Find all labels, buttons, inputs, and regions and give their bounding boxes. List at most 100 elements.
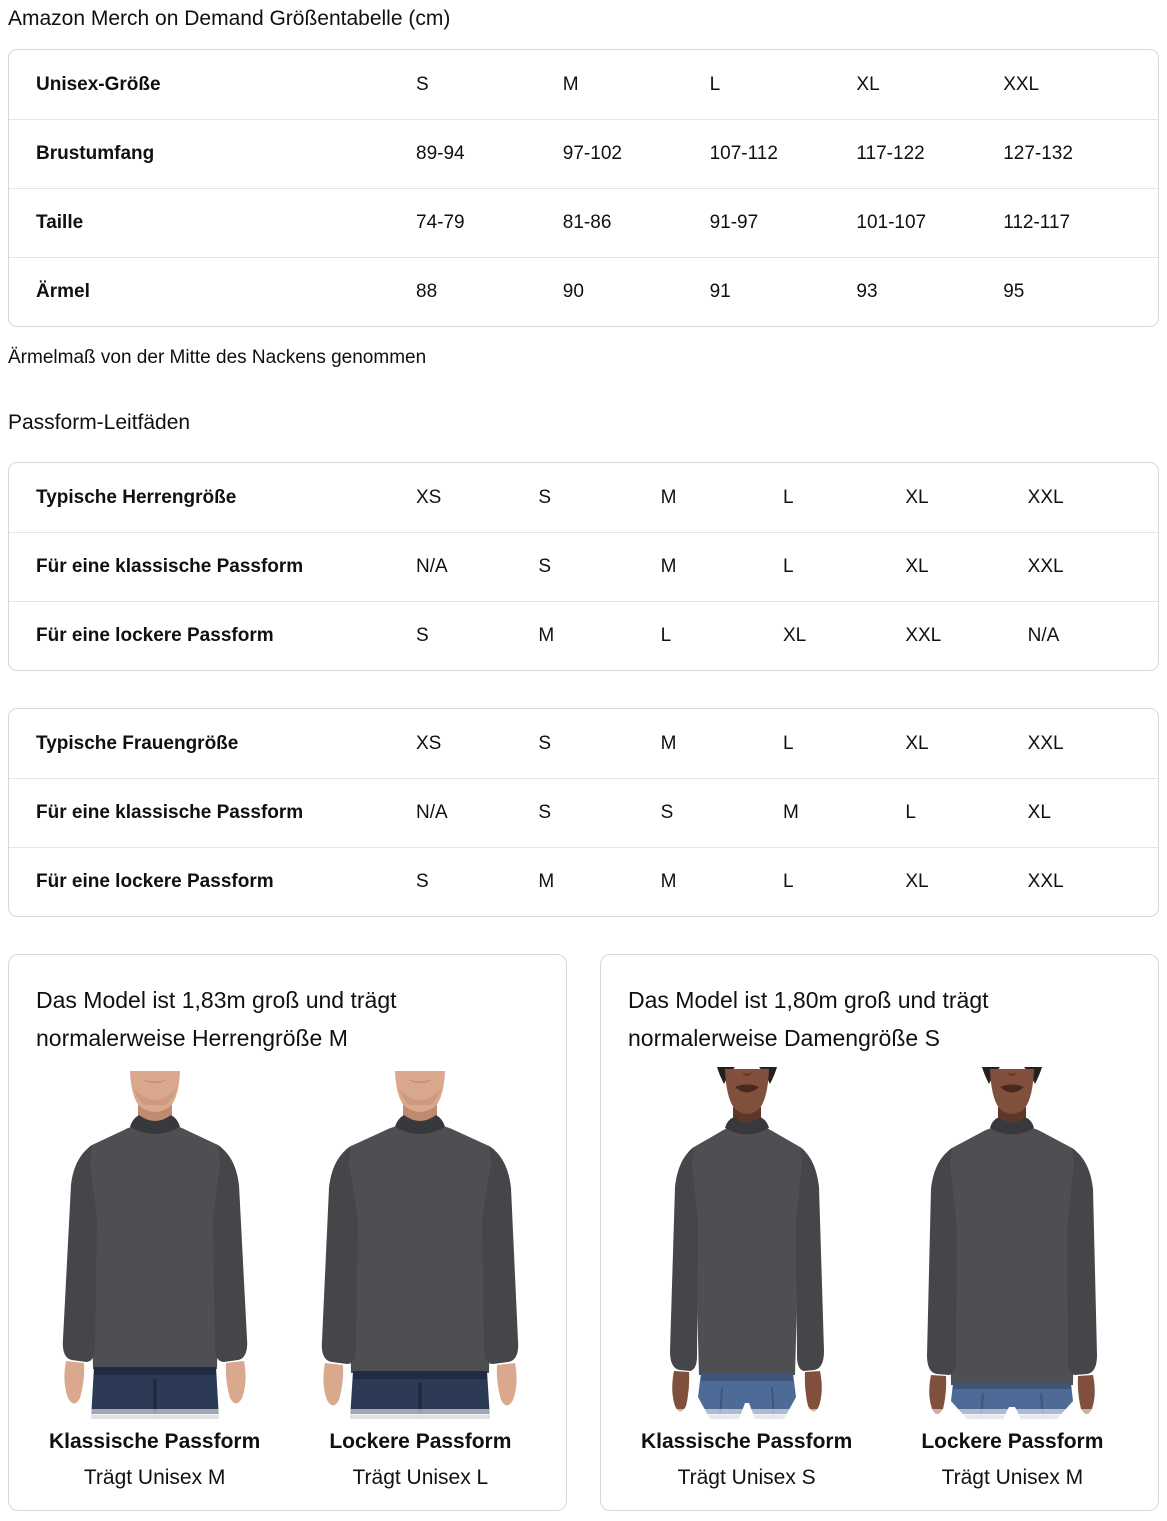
size-cell: L xyxy=(905,802,916,823)
wears-size-label: Trägt Unisex M xyxy=(941,1466,1084,1489)
size-cell: XXL xyxy=(1027,871,1064,892)
measure-cell: 74-79 xyxy=(416,212,465,233)
size-cell: M xyxy=(538,871,555,892)
size-cell: M xyxy=(538,625,555,646)
size-cell: M xyxy=(660,556,677,577)
table-row: Für eine lockere Passform S M L XL XXL N… xyxy=(9,601,1158,670)
measure-cell: 107-112 xyxy=(709,143,778,164)
size-cell: XL xyxy=(783,625,807,646)
measure-cell: 89-94 xyxy=(416,143,465,164)
measure-cell: 81-86 xyxy=(562,212,612,233)
table-row: Unisex-Größe S M L XL XXL xyxy=(9,50,1158,119)
size-cell: L xyxy=(709,73,721,95)
size-cell: S xyxy=(538,802,552,823)
figures-row: Klassische Passform Trägt Unisex S xyxy=(619,1067,1140,1490)
row-label: Brustumfang xyxy=(36,143,155,164)
mens-fit-table: Typische Herrengröße XS S M L XL XXL Für… xyxy=(8,462,1159,671)
size-cell: L xyxy=(783,486,794,508)
measure-cell: 117-122 xyxy=(856,143,925,164)
size-cell: N/A xyxy=(416,556,448,577)
female-model-loose-fit-photo xyxy=(887,1067,1138,1419)
size-cell: M xyxy=(562,73,579,95)
row-label: Für eine klassische Passform xyxy=(36,802,304,823)
fit-guides-heading: Passform-Leitfäden xyxy=(8,411,191,434)
model-cards: Das Model ist 1,83m groß und trägt norma… xyxy=(8,954,1159,1511)
size-cell: XL xyxy=(905,871,929,892)
size-cell: S xyxy=(538,486,552,508)
womens-fit-table: Typische Frauengröße XS S M L XL XXL Für… xyxy=(8,708,1159,917)
row-label: Für eine lockere Passform xyxy=(36,871,274,892)
model-description: Das Model ist 1,83m groß und trägt norma… xyxy=(36,987,397,1051)
size-cell: XL xyxy=(1027,802,1051,823)
table-row: Ärmel 88 90 91 93 95 xyxy=(9,257,1158,326)
size-cell: XS xyxy=(416,486,442,508)
size-cell: XL xyxy=(905,556,929,577)
size-cell: S xyxy=(416,625,429,646)
size-cell: XXL xyxy=(1027,556,1064,577)
size-cell: S xyxy=(416,871,429,892)
size-cell: XXL xyxy=(1003,73,1040,95)
table-row: Taille 74-79 81-86 91-97 101-107 112-117 xyxy=(9,188,1158,257)
measure-cell: 90 xyxy=(562,281,584,302)
size-cell: XL xyxy=(905,732,929,754)
measure-cell: 91-97 xyxy=(709,212,759,233)
size-cell: M xyxy=(783,802,799,823)
size-cell: XXL xyxy=(1027,732,1064,754)
size-cell: XL xyxy=(905,486,929,508)
table-row: Brustumfang 89-94 97-102 107-112 117-122… xyxy=(9,119,1158,188)
measure-cell: 88 xyxy=(416,281,438,302)
measure-cell: 101-107 xyxy=(856,212,927,233)
size-cell: XS xyxy=(416,732,442,754)
wears-size-label: Trägt Unisex L xyxy=(352,1466,489,1489)
size-cell: L xyxy=(660,625,672,646)
measure-cell: 95 xyxy=(1003,281,1025,302)
male-model-loose-fit-photo xyxy=(295,1071,546,1419)
size-cell: M xyxy=(660,732,677,754)
page-title: Amazon Merch on Demand Größentabelle (cm… xyxy=(8,7,451,30)
unisex-size-table: Unisex-Größe S M L XL XXL Brustumfang 89… xyxy=(8,49,1159,327)
size-cell: XXL xyxy=(1027,486,1064,508)
figure-classic-fit: Klassische Passform Trägt Unisex M xyxy=(27,1067,282,1490)
figures-row: Klassische Passform Trägt Unisex M xyxy=(27,1067,548,1490)
figure-classic-fit: Klassische Passform Trägt Unisex S xyxy=(619,1067,874,1490)
row-label: Für eine klassische Passform xyxy=(36,556,304,577)
fit-label: Klassische Passform xyxy=(640,1430,853,1453)
fit-label: Lockere Passform xyxy=(921,1430,1104,1453)
measure-cell: 127-132 xyxy=(1003,143,1073,164)
measure-cell: 91 xyxy=(709,281,731,302)
wears-size-label: Trägt Unisex M xyxy=(83,1466,226,1489)
fit-label: Klassische Passform xyxy=(48,1430,261,1453)
sleeve-measure-note: Ärmelmaß von der Mitte des Nackens genom… xyxy=(8,347,427,368)
size-cell: XXL xyxy=(905,625,942,646)
row-label: Unisex-Größe xyxy=(36,73,161,95)
size-cell: M xyxy=(660,486,677,508)
measure-cell: 93 xyxy=(856,281,878,302)
row-label: Typische Frauengröße xyxy=(36,732,239,754)
size-cell: L xyxy=(783,732,794,754)
figure-loose-fit: Lockere Passform Trägt Unisex M xyxy=(885,1067,1140,1490)
wears-size-label: Trägt Unisex S xyxy=(677,1466,816,1489)
size-cell: L xyxy=(783,556,794,577)
fit-label: Lockere Passform xyxy=(329,1430,512,1453)
size-cell: S xyxy=(538,732,552,754)
row-label: Typische Herrengröße xyxy=(36,486,237,508)
table-row: Typische Herrengröße XS S M L XL XXL xyxy=(9,463,1158,532)
size-cell: N/A xyxy=(416,802,448,823)
row-label: Taille xyxy=(36,212,84,233)
size-cell: S xyxy=(660,802,674,823)
female-model-card: Das Model ist 1,80m groß und trägt norma… xyxy=(600,954,1159,1511)
row-label: Für eine lockere Passform xyxy=(36,625,274,646)
male-model-classic-fit-photo xyxy=(29,1071,280,1419)
size-cell: N/A xyxy=(1027,625,1060,646)
table-row: Für eine klassische Passform N/A S M L X… xyxy=(9,532,1158,601)
size-cell: S xyxy=(416,73,429,95)
size-cell: S xyxy=(538,556,552,577)
row-label: Ärmel xyxy=(36,281,90,302)
size-cell: M xyxy=(660,871,677,892)
female-model-classic-fit-photo xyxy=(621,1067,872,1419)
male-model-card: Das Model ist 1,83m groß und trägt norma… xyxy=(8,954,567,1511)
figure-loose-fit: Lockere Passform Trägt Unisex L xyxy=(293,1067,548,1490)
measure-cell: 112-117 xyxy=(1003,212,1071,233)
measure-cell: 97-102 xyxy=(562,143,622,164)
table-row: Typische Frauengröße XS S M L XL XXL xyxy=(9,709,1158,778)
